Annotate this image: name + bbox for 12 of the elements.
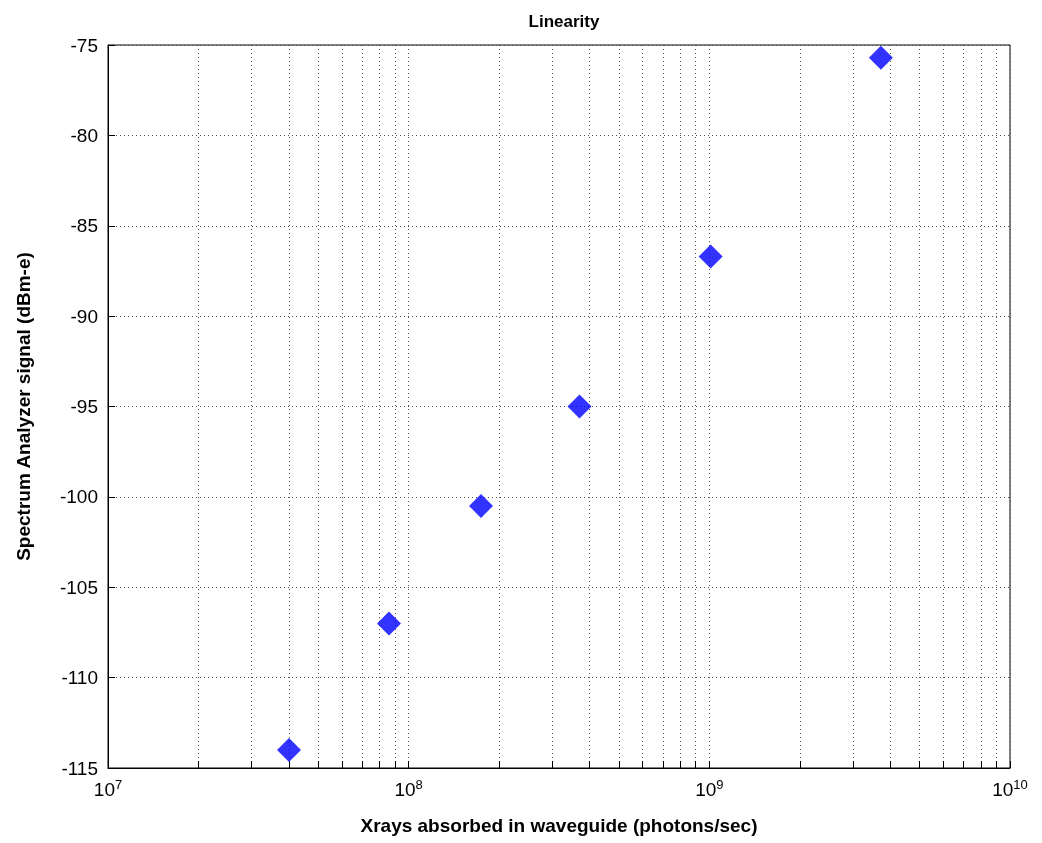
y-tick-label: -80 (70, 124, 98, 146)
y-tick-label: -75 (70, 34, 98, 56)
y-tick-label: -85 (70, 215, 98, 237)
x-axis-title: Xrays absorbed in waveguide (photons/sec) (360, 815, 758, 836)
y-tick-label: -105 (59, 576, 98, 598)
y-tick-label: -95 (70, 396, 98, 417)
y-tick-label: -115 (61, 757, 98, 779)
y-axis-title: Spectrum Analyzer signal (dBm-e) (13, 252, 34, 561)
y-tick-label: -110 (61, 667, 98, 689)
y-tick-label: -90 (70, 305, 98, 327)
chart-title: Linearity (528, 12, 600, 31)
y-tick-label: -100 (59, 486, 98, 508)
